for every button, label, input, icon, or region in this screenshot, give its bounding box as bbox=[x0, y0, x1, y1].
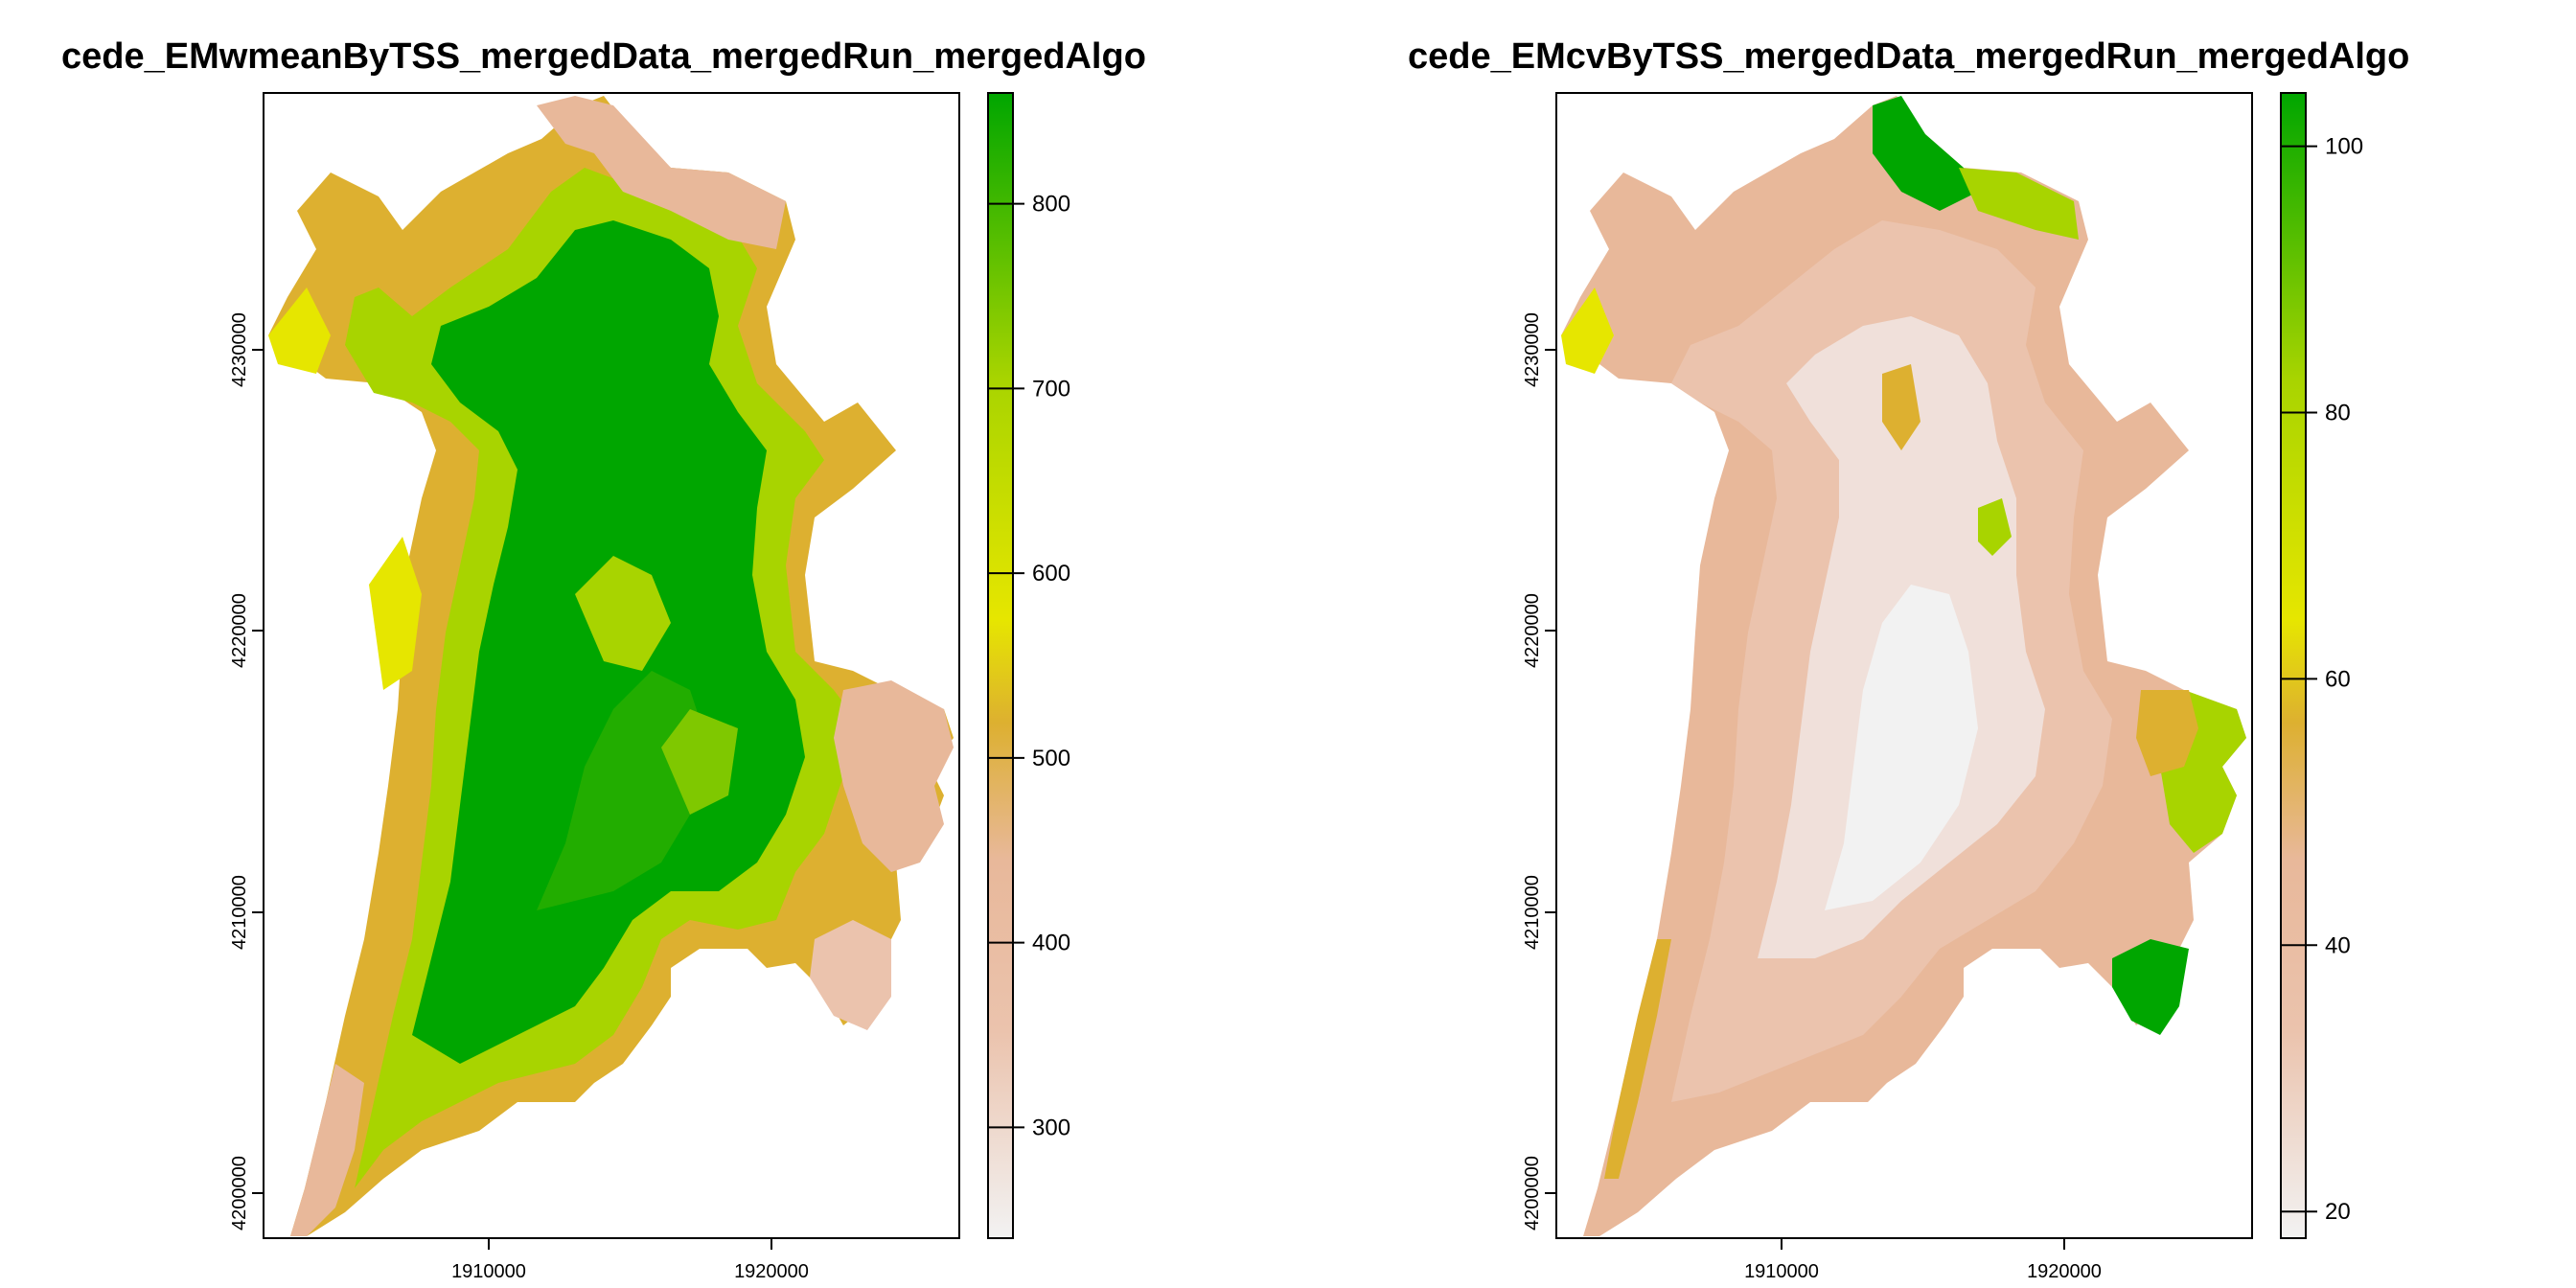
y-tick-label: 4220000 bbox=[229, 593, 250, 668]
raster-map bbox=[1561, 96, 2246, 1236]
y-tick-label: 4200000 bbox=[229, 1156, 250, 1230]
map-title: cede_EMcvByTSS_mergedData_mergedRun_merg… bbox=[1408, 36, 2410, 77]
y-tick-label: 4210000 bbox=[1522, 875, 1543, 950]
y-axis: 4230000 4220000 4210000 4200000 bbox=[229, 312, 264, 1230]
x-axis: 1910000 1920000 bbox=[1744, 1238, 2102, 1282]
map-panel-mean: cede_EMwmeanByTSS_mergedData_mergedRun_m… bbox=[61, 36, 1146, 1282]
y-tick-label: 4230000 bbox=[229, 312, 250, 387]
x-tick-label: 1910000 bbox=[1744, 1261, 1819, 1282]
raster-map bbox=[268, 96, 954, 1236]
map-plot: 4230000 4220000 4210000 4200000 1910000 … bbox=[229, 92, 1070, 1282]
legend-colorbar: 300 400 500 600 700 800 bbox=[987, 92, 1070, 1239]
map-panel-cv: cede_EMcvByTSS_mergedData_mergedRun_merg… bbox=[1288, 0, 2576, 1288]
legend-tick-label: 300 bbox=[1032, 1115, 1070, 1140]
legend-tick-label: 400 bbox=[1032, 931, 1070, 956]
map-title: cede_EMwmeanByTSS_mergedData_mergedRun_m… bbox=[61, 36, 1146, 77]
legend-tick-label: 500 bbox=[1032, 746, 1070, 771]
x-tick-label: 1920000 bbox=[2027, 1261, 2102, 1282]
x-axis: 1910000 1920000 bbox=[451, 1238, 809, 1282]
y-tick-label: 4200000 bbox=[1522, 1156, 1543, 1230]
map-plot: 4230000 4220000 4210000 4200000 1910000 … bbox=[1522, 92, 2363, 1282]
legend-tick-label: 800 bbox=[1032, 192, 1070, 218]
legend-tick-label: 40 bbox=[2325, 932, 2351, 958]
legend-tick-label: 100 bbox=[2325, 134, 2363, 160]
legend-tick-label: 600 bbox=[1032, 561, 1070, 586]
legend-tick-label: 700 bbox=[1032, 376, 1070, 402]
x-tick-label: 1910000 bbox=[451, 1261, 526, 1282]
y-tick-label: 4220000 bbox=[1522, 593, 1543, 668]
legend-tick-label: 80 bbox=[2325, 400, 2351, 426]
x-tick-label: 1920000 bbox=[734, 1261, 809, 1282]
y-tick-label: 4230000 bbox=[1522, 312, 1543, 387]
y-tick-label: 4210000 bbox=[229, 875, 250, 950]
legend-tick-label: 60 bbox=[2325, 666, 2351, 692]
legend-tick-label: 20 bbox=[2325, 1199, 2351, 1225]
y-axis: 4230000 4220000 4210000 4200000 bbox=[1522, 312, 1556, 1230]
legend-colorbar: 20 40 60 80 100 bbox=[2280, 92, 2363, 1239]
